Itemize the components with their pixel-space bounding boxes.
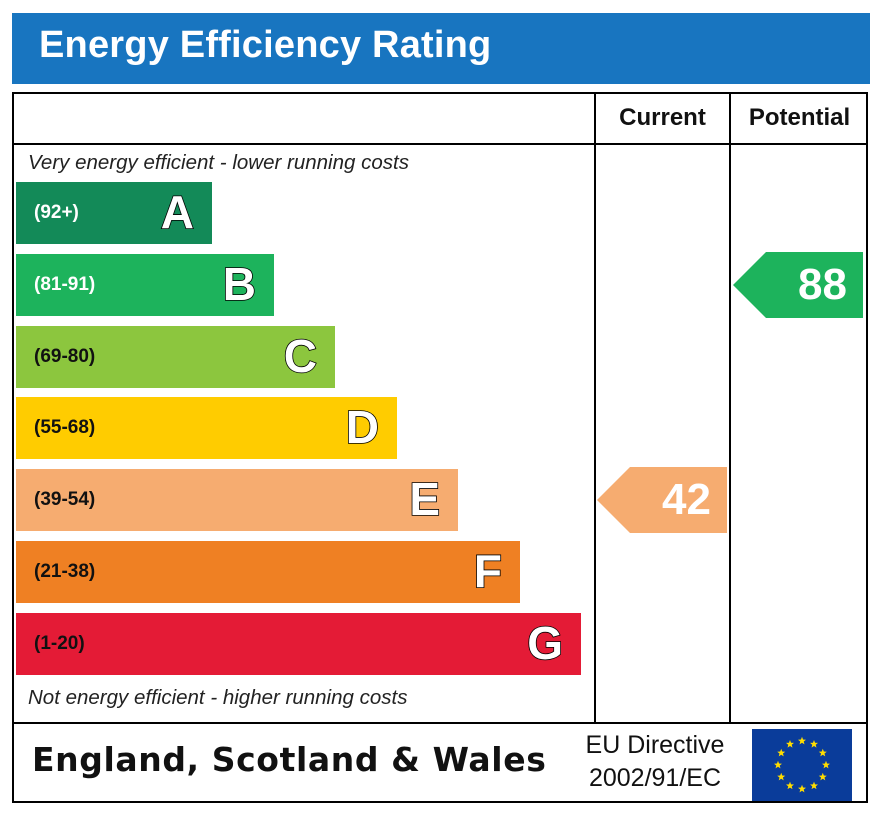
eu-directive-label: EU Directive xyxy=(585,731,725,759)
eu-star-icon xyxy=(822,760,830,769)
band-c: (69-80) C xyxy=(16,326,335,388)
band-letter: E xyxy=(409,472,441,526)
rating-table xyxy=(12,92,868,803)
eu-star-icon xyxy=(777,748,786,757)
current-arrow-shape xyxy=(597,467,727,533)
title-bar: Energy Efficiency Rating xyxy=(12,13,870,84)
current-rating-value: 42 xyxy=(662,475,711,524)
band-letter: C xyxy=(283,329,318,383)
band-range-label: (55-68) xyxy=(34,417,96,438)
band-range-label: (81-91) xyxy=(34,274,96,295)
header-row-divider xyxy=(12,143,868,145)
band-g: (1-20) G xyxy=(16,613,581,675)
band-letter: F xyxy=(473,544,503,598)
current-column-divider xyxy=(594,92,596,724)
page-title: Energy Efficiency Rating xyxy=(39,24,492,66)
current-rating-arrow: 42 xyxy=(597,467,727,533)
band-range-label: (69-80) xyxy=(34,346,96,367)
country-label: England, Scotland & Wales xyxy=(32,740,547,779)
eu-stars xyxy=(774,736,830,793)
eu-star-icon xyxy=(786,781,794,790)
potential-column-divider xyxy=(729,92,731,724)
band-range-label: (1-20) xyxy=(34,633,85,654)
band-range-label: (92+) xyxy=(34,202,79,223)
eu-star-icon xyxy=(777,772,786,781)
eu-star-icon xyxy=(810,781,818,790)
band-b: (81-91) B xyxy=(16,254,274,316)
potential-column-header: Potential xyxy=(748,104,851,131)
current-column-header: Current xyxy=(619,104,706,131)
band-letter: A xyxy=(160,185,195,239)
eu-star-icon xyxy=(798,736,806,745)
band-range-label: (39-54) xyxy=(34,489,96,510)
band-letter: B xyxy=(222,257,257,311)
eu-star-icon xyxy=(774,760,782,769)
band-letter: D xyxy=(345,400,380,454)
potential-rating-arrow: 88 xyxy=(733,252,863,318)
band-a: (92+) A xyxy=(16,182,212,244)
band-letter: G xyxy=(526,616,563,670)
band-range-label: (21-38) xyxy=(34,561,96,582)
eu-flag-icon xyxy=(752,729,852,801)
eu-star-icon xyxy=(786,740,794,748)
potential-rating-value: 88 xyxy=(798,260,847,309)
eu-star-icon xyxy=(798,784,806,793)
eu-directive-number: 2002/91/EC xyxy=(588,764,722,792)
eu-star-icon xyxy=(818,772,827,781)
band-f: (21-38) F xyxy=(16,541,520,603)
eu-star-icon xyxy=(818,748,827,757)
potential-arrow-shape xyxy=(733,252,863,318)
band-e: (39-54) E xyxy=(16,469,458,531)
band-d: (55-68) D xyxy=(16,397,397,459)
eu-star-icon xyxy=(810,740,818,748)
footer-row-divider xyxy=(12,722,868,724)
top-caption: Very energy efficient - lower running co… xyxy=(28,151,409,174)
bottom-caption: Not energy efficient - higher running co… xyxy=(28,686,408,709)
